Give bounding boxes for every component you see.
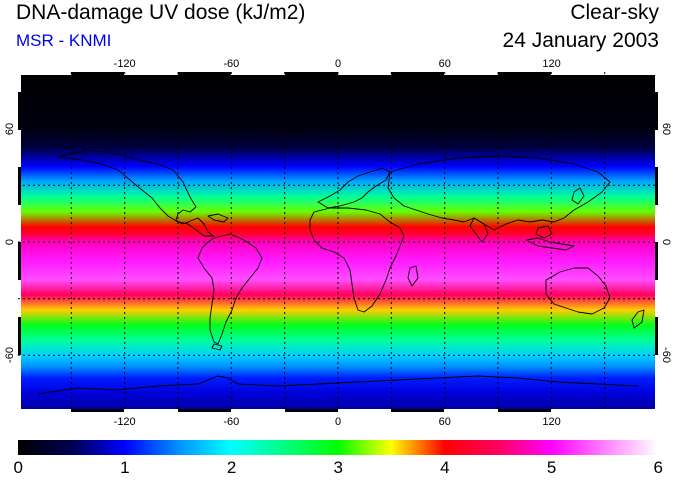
- colorbar-tick-label: 5: [546, 458, 557, 477]
- date-label: 24 January 2003: [502, 29, 659, 52]
- lat-tick-right-label: -60: [659, 347, 672, 364]
- graticule: [18, 72, 658, 412]
- coastline-africa: [309, 207, 405, 313]
- lon-tick-top-label: -120: [113, 58, 136, 70]
- lon-tick-bottom-label: -120: [113, 416, 136, 428]
- coastline-tierra-del-fuego: [211, 343, 223, 351]
- coastline-madagascar: [407, 265, 419, 287]
- coastline-greenland: [263, 107, 305, 137]
- sky-condition-label: Clear-sky: [570, 1, 659, 24]
- colorbar-tick-label: 1: [120, 458, 130, 477]
- lat-tick-left-label: -60: [3, 347, 16, 364]
- source-label: MSR - KNMI: [16, 31, 112, 50]
- lat-tick-right-label: 60: [660, 122, 673, 135]
- map-title: DNA-damage UV dose (kJ/m2): [16, 1, 306, 24]
- coastline-new-zealand: [631, 309, 645, 329]
- coastline-caribbean: [207, 213, 229, 223]
- coastline-indonesia: [525, 237, 575, 251]
- lat-tick-left-label: 60: [4, 122, 17, 135]
- lon-tick-bottom-label: 60: [438, 416, 451, 428]
- coastline-australia: [545, 267, 611, 315]
- lon-tick-bottom-label: 0: [335, 416, 342, 428]
- lon-tick-bottom-label: -60: [223, 416, 240, 428]
- colorbar-gradient: [18, 440, 658, 455]
- lon-tick-bottom-label: 120: [542, 416, 561, 428]
- coastline-japan: [571, 187, 585, 205]
- colorbar-tick-label: 4: [440, 458, 450, 477]
- lat-tick-right-label: 0: [660, 238, 673, 246]
- lon-tick-top-label: 60: [438, 58, 451, 70]
- coastline-north-america: [57, 149, 215, 237]
- coastline-borneo: [535, 225, 553, 239]
- uv-dose-map-graphic: [18, 72, 658, 412]
- coastline-antarctica: [37, 375, 639, 395]
- coastline-asia: [387, 155, 611, 231]
- uv-dose-map: [18, 72, 658, 412]
- colorbar-tick-label: 0: [13, 458, 23, 477]
- lon-tick-top-label: 120: [542, 58, 561, 70]
- coastline-south-america: [197, 233, 263, 345]
- colorbar-tick-label: 2: [226, 458, 237, 477]
- colorbar-tick-label: 3: [333, 458, 343, 477]
- lon-tick-top-label: 0: [335, 58, 342, 70]
- coastline-europe: [317, 167, 391, 209]
- coastline-india: [469, 217, 489, 243]
- colorbar-tick-label: 6: [653, 458, 663, 477]
- lat-tick-left-label: 0: [4, 238, 17, 246]
- coastlines: [37, 107, 645, 395]
- lon-tick-top-label: -60: [223, 58, 240, 70]
- colorbar: [18, 440, 658, 455]
